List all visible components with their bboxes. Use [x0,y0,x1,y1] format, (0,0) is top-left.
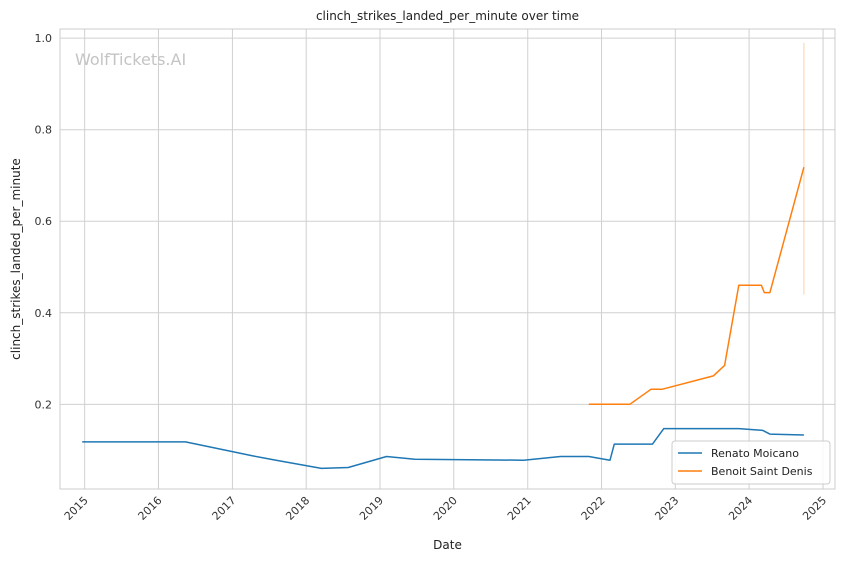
legend-box [671,440,831,485]
y-tick-label: 0.2 [35,398,53,411]
plot-frame [59,28,836,490]
y-tick-label: 0.6 [35,215,53,228]
grid-lines [60,29,835,489]
y-tick-label: 1.0 [35,32,53,45]
y-tick-label: 0.4 [35,307,53,320]
legend: Renato Moicano Benoit Saint Denis [671,440,831,485]
chart-title: clinch_strikes_landed_per_minute over ti… [316,9,579,23]
legend-label-1: Benoit Saint Denis [711,465,813,478]
y-axis-title: clinch_strikes_landed_per_minute [9,158,23,360]
y-axis-ticks: 0.2 0.4 0.6 0.8 1.0 [35,32,53,411]
series-line-0 [82,427,804,470]
watermark: WolfTickets.AI [75,50,186,69]
x-axis-title: Date [433,538,462,552]
series-line-1 [588,167,805,406]
legend-label-0: Renato Moicano [711,447,799,460]
series-lines [82,167,805,470]
y-tick-label: 0.8 [35,124,53,137]
